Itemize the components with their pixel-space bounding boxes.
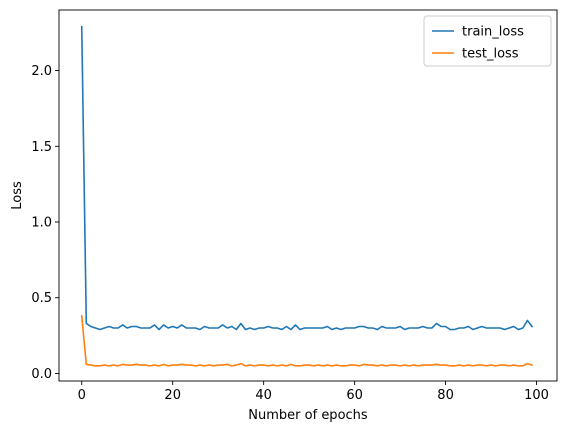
legend-label-test-loss: test_loss <box>462 47 519 62</box>
legend-label-train-loss: train_loss <box>462 25 524 40</box>
x-tick-label: 40 <box>255 388 272 403</box>
y-tick-label: 1.5 <box>31 140 52 155</box>
x-axis-label: Number of epochs <box>248 408 368 423</box>
y-tick-label: 2.0 <box>31 64 52 79</box>
x-tick-label: 60 <box>346 388 363 403</box>
y-axis-ticks: 0.0 0.5 1.0 1.5 2.0 <box>31 64 59 382</box>
legend-box <box>423 15 552 67</box>
legend: train_loss test_loss <box>423 15 552 67</box>
plot-area <box>58 9 558 382</box>
y-tick-label: 1.0 <box>31 216 52 231</box>
x-tick-label: 80 <box>437 388 454 403</box>
plot-frame <box>58 9 558 382</box>
series-line-test-loss <box>80 315 534 367</box>
x-tick-label: 100 <box>524 388 549 403</box>
x-tick-label: 20 <box>164 388 181 403</box>
series-line-train-loss <box>80 25 534 331</box>
series-layer <box>80 25 534 367</box>
x-axis-ticks: 0 20 40 60 80 100 <box>78 381 549 403</box>
y-axis-label: Loss <box>10 181 25 210</box>
x-tick-label: 0 <box>78 388 86 403</box>
y-tick-label: 0.0 <box>31 367 52 382</box>
y-tick-label: 0.5 <box>31 291 52 306</box>
